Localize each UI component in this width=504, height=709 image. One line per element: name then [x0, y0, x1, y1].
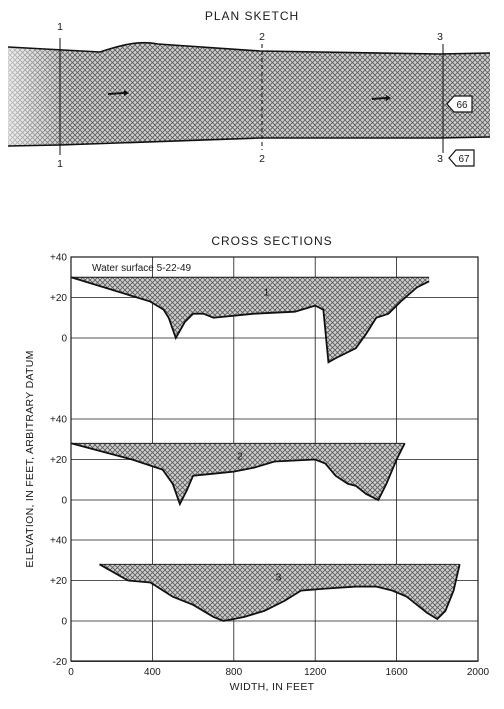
flow-arrow-icon	[371, 95, 391, 101]
y-tick-label: 0	[61, 496, 67, 507]
cross-section-1: 1	[70, 276, 430, 364]
svg-text:67: 67	[458, 154, 470, 165]
cross-sections-tick-labels: 0 400 800 1200 1600 2000 +40 +20 0 +40 +20 0 +40 +20 0…	[50, 253, 490, 679]
plan-section-label-1-bottom: 1	[57, 158, 63, 170]
cross-section-2: 2	[70, 442, 406, 507]
plan-section-label-1-top: 1	[57, 21, 63, 33]
left-bank-line	[7, 41, 491, 55]
x-tick-label: 400	[144, 667, 161, 678]
channel-area	[8, 42, 490, 146]
water-area-2	[71, 443, 405, 505]
y-tick-label: +20	[50, 293, 67, 304]
flow-arrow-icon	[107, 90, 129, 96]
x-axis-title: WIDTH, IN FEET	[230, 681, 315, 693]
route-marker-67: 67	[448, 149, 475, 167]
y-axis-title: ELEVATION, IN FEET, ARBITRARY DATUM	[24, 350, 36, 567]
y-tick-label: +40	[50, 253, 67, 264]
cross-sections-title: CROSS SECTIONS	[211, 234, 332, 248]
x-tick-label: 2000	[467, 667, 490, 678]
y-tick-label: +40	[50, 536, 67, 547]
right-bank-line	[7, 136, 491, 147]
svg-text:66: 66	[456, 100, 468, 111]
y-tick-label: 0	[61, 617, 67, 628]
plan-sketch: PLAN SKETCH 1 1 2 2 3 3 66 67	[7, 9, 491, 170]
route-marker-66: 66	[446, 95, 473, 113]
x-tick-label: 0	[68, 667, 74, 678]
y-tick-label: +40	[50, 415, 67, 426]
y-tick-label: -20	[53, 657, 68, 668]
plan-title: PLAN SKETCH	[205, 9, 299, 23]
water-area-1	[71, 277, 430, 363]
y-tick-label: +20	[50, 576, 67, 587]
plan-section-label-3-top: 3	[437, 31, 443, 43]
section-label-3: 3	[276, 572, 282, 584]
ground-profile-1	[70, 276, 430, 364]
cross-sections: CROSS SECTIONS 0 400 800 1200 1600 2000+40+20…	[24, 234, 490, 693]
x-tick-label: 1600	[385, 667, 408, 678]
x-tick-label: 800	[225, 667, 242, 678]
plan-section-label-3-bottom: 3	[437, 153, 443, 165]
plan-section-label-2-top: 2	[259, 31, 265, 43]
cross-sections-panels: 1 2 3	[70, 276, 461, 622]
ground-profile-3	[99, 563, 461, 622]
cross-sections-frame	[70, 256, 479, 662]
x-tick-label: 1200	[304, 667, 327, 678]
section-label-2: 2	[237, 451, 243, 463]
section-label-1: 1	[263, 286, 269, 298]
plan-section-label-2-bottom: 2	[259, 153, 265, 165]
y-tick-label: +20	[50, 455, 67, 466]
ground-profile-2	[70, 442, 406, 507]
y-tick-label: 0	[61, 334, 67, 345]
cross-section-3: 3	[99, 563, 461, 622]
water-surface-label: Water surface 5-22-49	[92, 263, 192, 274]
water-area-3	[99, 564, 460, 621]
